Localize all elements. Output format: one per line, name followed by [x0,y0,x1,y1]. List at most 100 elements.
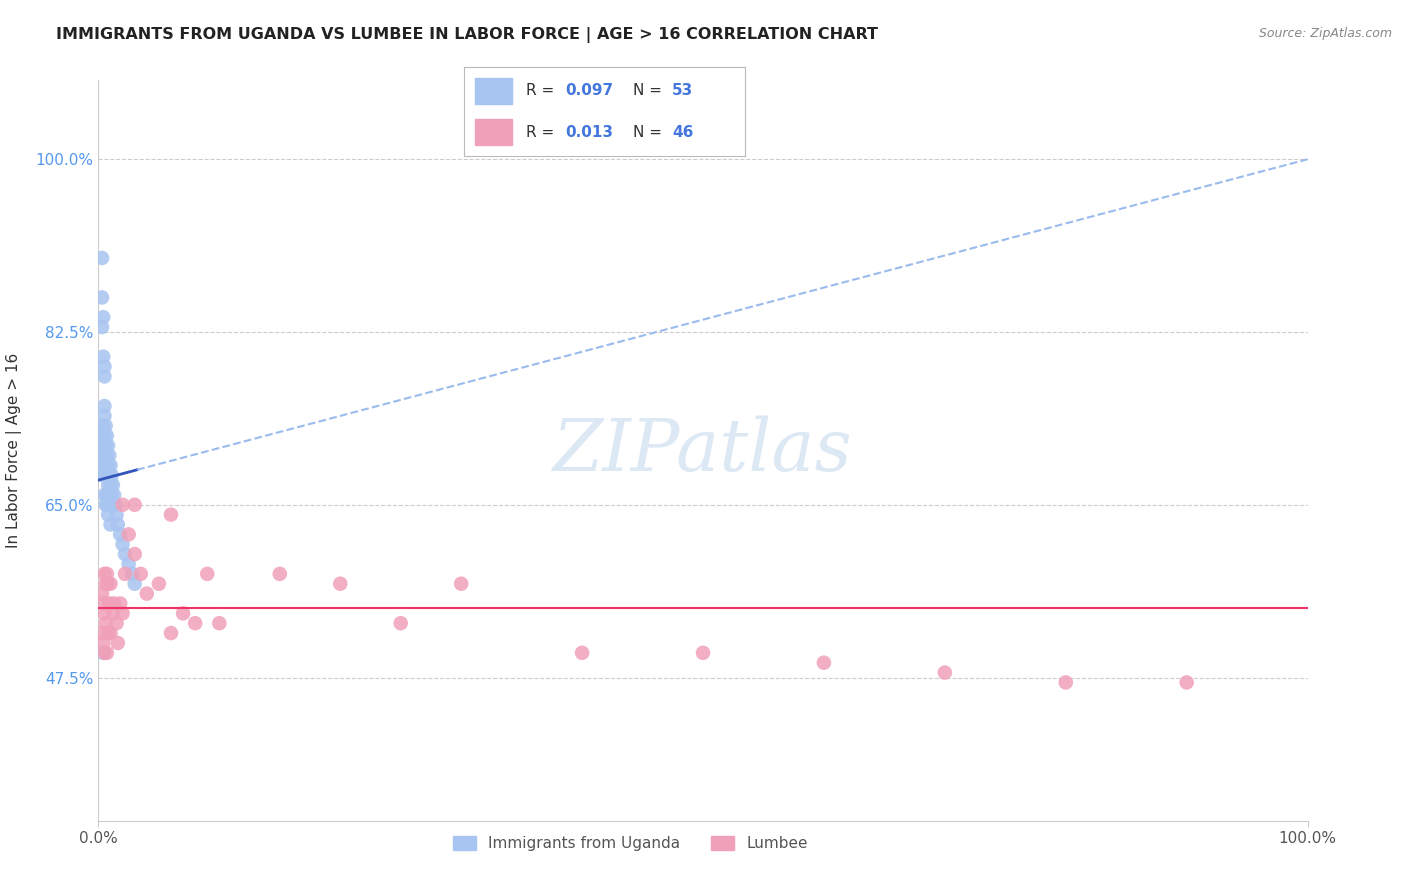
Point [100,468,122,483]
Point [105,616,128,631]
Point [96,468,118,483]
Point [97,626,120,640]
Point [93,488,115,502]
Point [103,597,125,611]
Point [121,566,143,581]
Point [934,665,956,680]
Text: N =: N = [633,125,666,139]
Point [97,508,120,522]
Point [93,646,115,660]
Point [100,478,122,492]
Point [94,418,117,433]
Point [114,566,136,581]
Point [160,508,183,522]
Point [104,498,127,512]
Y-axis label: In Labor Force | Age > 16: In Labor Force | Age > 16 [6,353,21,548]
Point [100,576,122,591]
Point [91,646,114,660]
FancyBboxPatch shape [475,119,512,145]
Point [93,399,115,413]
Point [94,458,117,473]
Text: R =: R = [526,125,560,139]
Point [118,557,141,571]
Point [91,626,114,640]
Point [450,576,472,591]
Point [107,517,129,532]
Text: 46: 46 [672,125,693,139]
Point [148,576,170,591]
Point [111,607,134,621]
Point [129,566,152,581]
Point [96,428,118,442]
Point [91,597,114,611]
Text: N =: N = [633,83,666,97]
Point [108,597,131,611]
Point [91,418,114,433]
Point [195,566,218,581]
Point [94,616,117,631]
Point [184,616,207,631]
Point [100,517,122,532]
Point [98,468,121,483]
Point [100,458,122,473]
Point [98,498,121,512]
Point [94,438,117,452]
Point [105,508,128,522]
Point [96,566,118,581]
Text: Source: ZipAtlas.com: Source: ZipAtlas.com [1258,27,1392,40]
Point [93,369,115,384]
Point [93,607,115,621]
Point [94,576,117,591]
Point [91,636,114,650]
Text: 0.097: 0.097 [565,83,613,97]
Point [329,576,352,591]
Point [813,656,835,670]
Point [692,646,714,660]
Text: 53: 53 [672,83,693,97]
Point [389,616,412,631]
Point [124,547,146,561]
Point [96,488,118,502]
Point [91,468,114,483]
Text: 0.013: 0.013 [565,125,613,139]
Point [135,586,157,600]
Point [208,616,231,631]
Point [91,350,114,364]
Point [107,636,129,650]
Point [111,537,134,551]
Point [101,607,124,621]
Point [93,359,115,374]
Point [97,478,120,492]
Point [160,626,183,640]
Point [91,251,114,265]
Point [91,438,114,452]
Point [96,646,118,660]
Point [96,449,118,463]
Text: IMMIGRANTS FROM UGANDA VS LUMBEE IN LABOR FORCE | AGE > 16 CORRELATION CHART: IMMIGRANTS FROM UGANDA VS LUMBEE IN LABO… [56,27,879,43]
Point [91,320,114,334]
Point [124,498,146,512]
Point [108,527,131,541]
Text: R =: R = [526,83,560,97]
Point [98,488,121,502]
Point [93,566,115,581]
Legend: Immigrants from Uganda, Lumbee: Immigrants from Uganda, Lumbee [447,830,814,857]
Point [103,488,125,502]
Point [1175,675,1198,690]
Point [93,428,115,442]
Point [91,290,114,304]
Point [114,547,136,561]
Point [91,310,114,325]
Point [93,468,115,483]
Point [93,409,115,423]
Point [98,597,121,611]
Point [172,607,194,621]
Point [96,498,118,512]
Point [100,488,122,502]
Point [97,576,120,591]
Point [124,576,146,591]
Point [91,449,114,463]
Point [269,566,291,581]
Point [100,626,122,640]
FancyBboxPatch shape [475,78,512,104]
